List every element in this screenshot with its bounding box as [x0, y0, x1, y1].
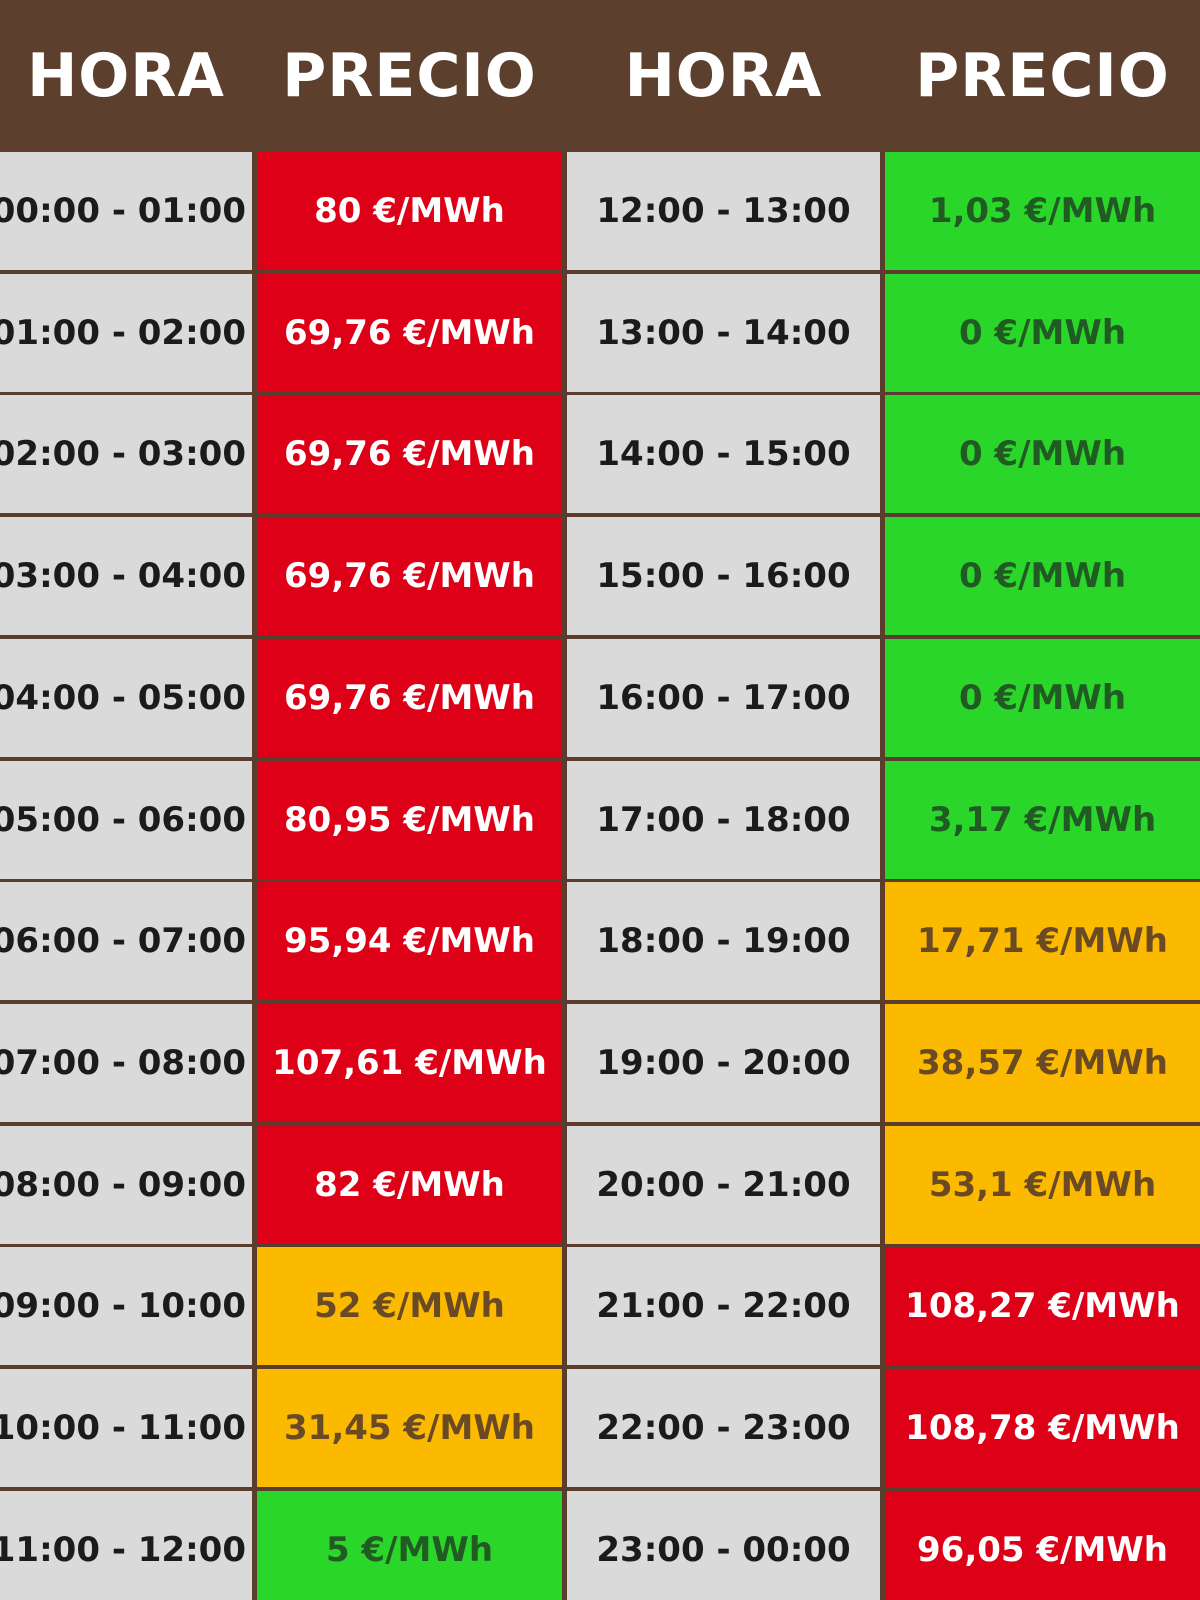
- table-row: 11:00 - 12:00 5 €/MWh 23:00 - 00:00 96,0…: [0, 1490, 1200, 1600]
- precio-cell: 82 €/MWh: [257, 1125, 562, 1244]
- precio-cell: 95,94 €/MWh: [257, 882, 562, 1001]
- hora-cell: 23:00 - 00:00: [567, 1490, 880, 1600]
- hora-cell: 03:00 - 04:00: [0, 517, 252, 636]
- hora-cell: 06:00 - 07:00: [0, 882, 252, 1001]
- hora-cell: 05:00 - 06:00: [0, 760, 252, 879]
- hora-cell: 22:00 - 23:00: [567, 1369, 880, 1487]
- table-row: 09:00 - 10:00 52 €/MWh 21:00 - 22:00 108…: [0, 1247, 1200, 1369]
- precio-cell: 69,76 €/MWh: [257, 273, 562, 392]
- precio-cell: 53,1 €/MWh: [885, 1125, 1200, 1244]
- table-body: 00:00 - 01:00 80 €/MWh 12:00 - 13:00 1,0…: [0, 152, 1200, 1600]
- header-precio-right: PRECIO: [915, 41, 1170, 111]
- precio-cell: 69,76 €/MWh: [257, 395, 562, 514]
- precio-cell: 52 €/MWh: [257, 1247, 562, 1366]
- hora-cell: 09:00 - 10:00: [0, 1247, 252, 1366]
- table-row: 01:00 - 02:00 69,76 €/MWh 13:00 - 14:00 …: [0, 273, 1200, 396]
- precio-cell: 96,05 €/MWh: [885, 1490, 1200, 1600]
- precio-cell: 80,95 €/MWh: [257, 760, 562, 879]
- precio-cell: 31,45 €/MWh: [257, 1369, 562, 1487]
- hora-cell: 18:00 - 19:00: [567, 882, 880, 1001]
- hora-cell: 12:00 - 13:00: [567, 152, 880, 270]
- hora-cell: 08:00 - 09:00: [0, 1125, 252, 1244]
- hora-cell: 15:00 - 16:00: [567, 517, 880, 636]
- precio-cell: 0 €/MWh: [885, 638, 1200, 757]
- hora-cell: 01:00 - 02:00: [0, 273, 252, 392]
- precio-cell: 3,17 €/MWh: [885, 760, 1200, 879]
- precio-cell: 0 €/MWh: [885, 395, 1200, 514]
- precio-cell: 107,61 €/MWh: [257, 1003, 562, 1122]
- precio-cell: 108,27 €/MWh: [885, 1247, 1200, 1366]
- table-header: HORA PRECIO HORA PRECIO: [0, 0, 1200, 152]
- hora-cell: 13:00 - 14:00: [567, 273, 880, 392]
- hora-cell: 21:00 - 22:00: [567, 1247, 880, 1366]
- header-hora-left: HORA: [27, 41, 225, 111]
- hora-cell: 07:00 - 08:00: [0, 1003, 252, 1122]
- precio-cell: 38,57 €/MWh: [885, 1003, 1200, 1122]
- hora-cell: 14:00 - 15:00: [567, 395, 880, 514]
- precio-cell: 1,03 €/MWh: [885, 152, 1200, 270]
- table-row: 04:00 - 05:00 69,76 €/MWh 16:00 - 17:00 …: [0, 638, 1200, 761]
- precio-cell: 69,76 €/MWh: [257, 517, 562, 636]
- table-row: 02:00 - 03:00 69,76 €/MWh 14:00 - 15:00 …: [0, 395, 1200, 517]
- table-row: 08:00 - 09:00 82 €/MWh 20:00 - 21:00 53,…: [0, 1125, 1200, 1248]
- precio-cell: 17,71 €/MWh: [885, 882, 1200, 1001]
- header-precio-left: PRECIO: [282, 41, 537, 111]
- hora-cell: 16:00 - 17:00: [567, 638, 880, 757]
- table-row: 10:00 - 11:00 31,45 €/MWh 22:00 - 23:00 …: [0, 1369, 1200, 1491]
- hora-cell: 00:00 - 01:00: [0, 152, 252, 270]
- precio-cell: 108,78 €/MWh: [885, 1369, 1200, 1487]
- header-hora-right: HORA: [624, 41, 823, 111]
- hora-cell: 04:00 - 05:00: [0, 638, 252, 757]
- hora-cell: 17:00 - 18:00: [567, 760, 880, 879]
- hora-cell: 19:00 - 20:00: [567, 1003, 880, 1122]
- table-row: 06:00 - 07:00 95,94 €/MWh 18:00 - 19:00 …: [0, 882, 1200, 1004]
- table-row: 03:00 - 04:00 69,76 €/MWh 15:00 - 16:00 …: [0, 517, 1200, 639]
- table-row: 05:00 - 06:00 80,95 €/MWh 17:00 - 18:00 …: [0, 760, 1200, 883]
- table-row: 07:00 - 08:00 107,61 €/MWh 19:00 - 20:00…: [0, 1003, 1200, 1126]
- precio-cell: 69,76 €/MWh: [257, 638, 562, 757]
- precio-cell: 0 €/MWh: [885, 273, 1200, 392]
- precio-cell: 5 €/MWh: [257, 1490, 562, 1600]
- hora-cell: 20:00 - 21:00: [567, 1125, 880, 1244]
- precio-cell: 80 €/MWh: [257, 152, 562, 270]
- hora-cell: 10:00 - 11:00: [0, 1369, 252, 1487]
- hora-cell: 02:00 - 03:00: [0, 395, 252, 514]
- precio-cell: 0 €/MWh: [885, 517, 1200, 636]
- table-row: 00:00 - 01:00 80 €/MWh 12:00 - 13:00 1,0…: [0, 152, 1200, 274]
- hora-cell: 11:00 - 12:00: [0, 1490, 252, 1600]
